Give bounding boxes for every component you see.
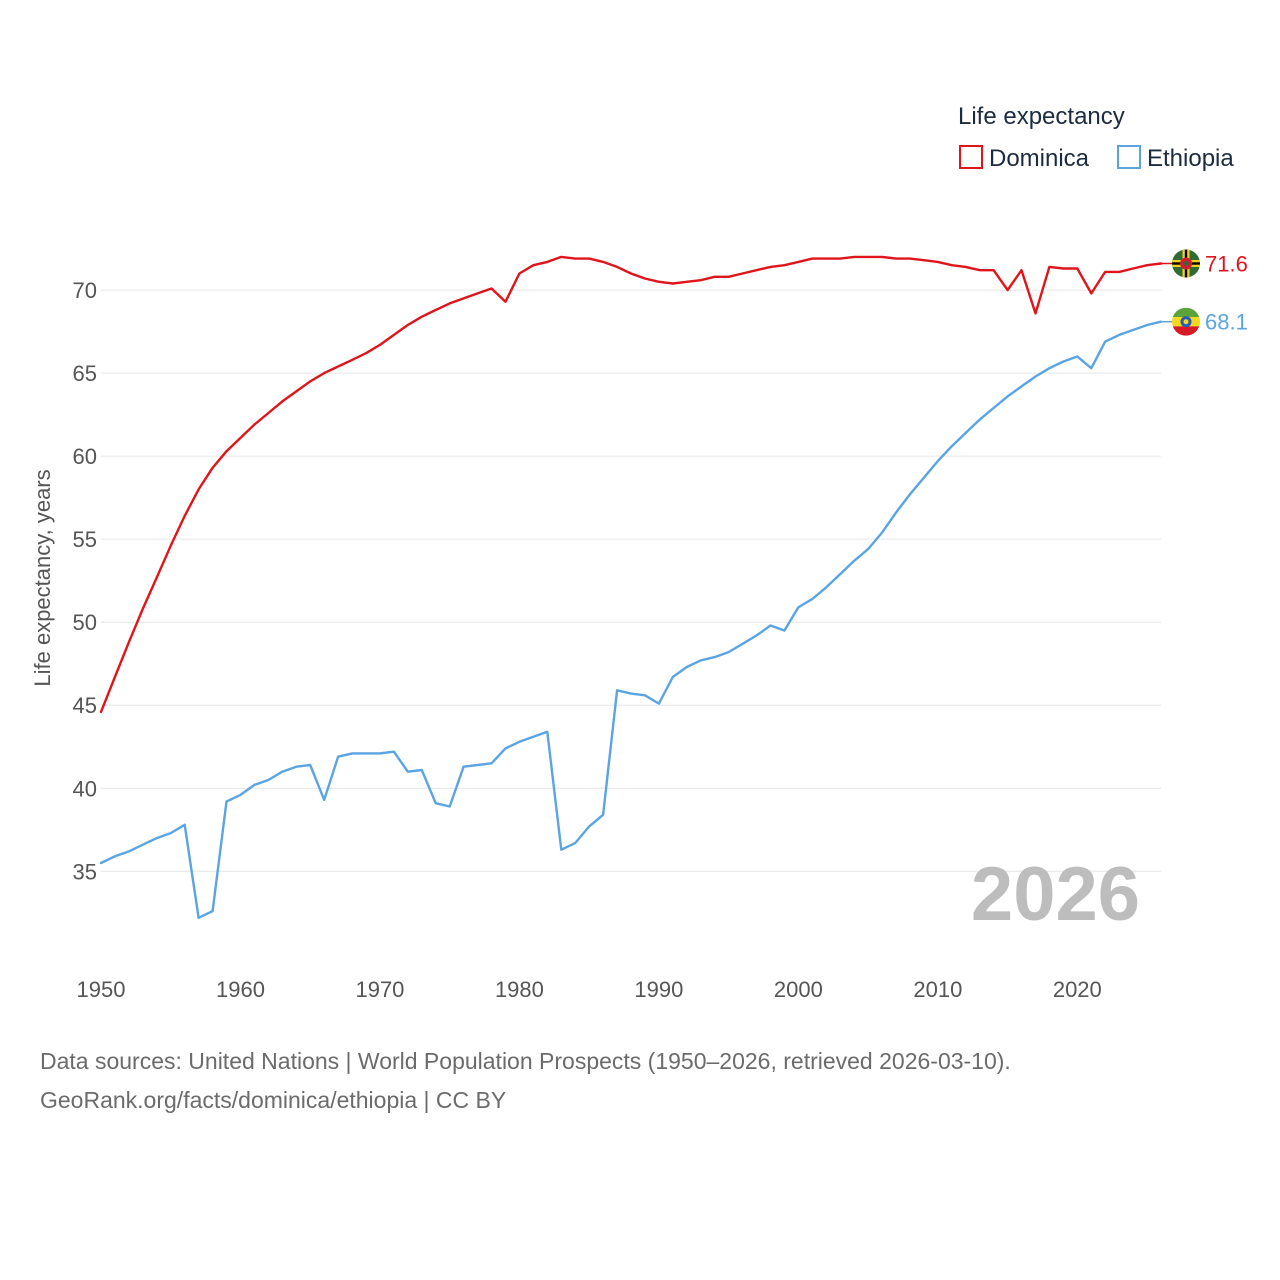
y-tick-label-40: 40: [73, 776, 97, 801]
y-axis-ticks: 35 40 45 50 55 60 65 70: [73, 278, 97, 884]
x-tick-label-1980: 1980: [495, 977, 544, 1002]
y-tick-label-60: 60: [73, 444, 97, 469]
x-tick-label-2000: 2000: [774, 977, 823, 1002]
legend-label-ethiopia[interactable]: Ethiopia: [1147, 145, 1234, 172]
legend: Life expectancy Dominica Ethiopia: [958, 103, 1234, 172]
y-tick-label-45: 45: [73, 693, 97, 718]
dominica-end-value: 71.6: [1205, 252, 1248, 277]
year-watermark: 2026: [971, 852, 1140, 937]
ethiopia-end-value: 68.1: [1205, 310, 1248, 335]
legend-label-dominica[interactable]: Dominica: [989, 145, 1090, 172]
y-tick-label-50: 50: [73, 610, 97, 635]
y-tick-label-55: 55: [73, 527, 97, 552]
x-tick-label-2020: 2020: [1053, 977, 1102, 1002]
source-line-data: Data sources: United Nations | World Pop…: [40, 1048, 1011, 1074]
series-lines: [99, 255, 1163, 919]
dominica-flag-icon: [1172, 249, 1200, 278]
life-expectancy-chart: Life expectancy Dominica Ethiopia 35 40 45…: [30, 103, 1248, 1002]
x-tick-label-1960: 1960: [216, 977, 265, 1002]
gridlines: [101, 289, 1161, 872]
source-line-credit[interactable]: GeoRank.org/facts/dominica/ethiopia | CC…: [40, 1087, 507, 1113]
x-tick-label-1970: 1970: [355, 977, 404, 1002]
end-markers: 71.6 68.1: [1161, 249, 1248, 336]
x-axis-ticks: 1950 1960 1970 1980 1990 2000 2010 2020: [77, 977, 1102, 1002]
legend-swatch-dominica[interactable]: [959, 145, 983, 169]
legend-title: Life expectancy: [958, 103, 1125, 130]
y-tick-label-35: 35: [73, 859, 97, 884]
ethiopia-flag-icon: [1172, 307, 1200, 336]
y-axis-title: Life expectancy, years: [30, 469, 55, 686]
x-tick-label-2010: 2010: [913, 977, 962, 1002]
series-line-ethiopia[interactable]: [99, 320, 1163, 919]
x-tick-label-1950: 1950: [77, 977, 126, 1002]
y-tick-label-65: 65: [73, 361, 97, 386]
y-tick-label-70: 70: [73, 278, 97, 303]
x-tick-label-1990: 1990: [634, 977, 683, 1002]
source-note: Data sources: United Nations | World Pop…: [40, 1042, 1240, 1120]
series-line-dominica[interactable]: [99, 255, 1163, 714]
legend-swatch-ethiopia[interactable]: [1117, 145, 1141, 169]
